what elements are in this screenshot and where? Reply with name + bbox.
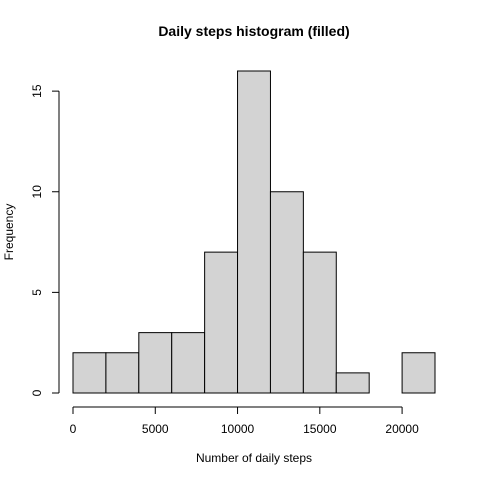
histogram-bar [105,352,140,394]
y-tick-label: 0 [30,389,44,396]
y-tick-label: 10 [30,185,44,199]
histogram-bar [72,352,107,394]
histogram-bar [204,251,239,394]
y-tick-label: 5 [30,289,44,296]
x-tick-label: 0 [70,422,77,436]
histogram-bar [335,372,370,394]
histogram-bar [401,352,436,394]
histogram-bar [237,70,271,394]
x-axis: 0 5000 10000 15000 20000 [70,406,419,436]
x-tick-label: 10000 [221,422,255,436]
x-tick-label: 5000 [142,422,169,436]
histogram-bar [138,332,173,394]
x-tick-label: 15000 [303,422,337,436]
histogram-bar [269,191,304,394]
chart-title: Daily steps histogram (filled) [158,23,349,39]
y-axis-label: Frequency [2,204,16,261]
histogram-bar [302,251,337,394]
y-axis: 0 5 10 15 [30,84,60,396]
bars-group [72,70,436,394]
y-tick-label: 15 [30,84,44,98]
x-tick-label: 20000 [385,422,419,436]
histogram-bar [171,332,206,394]
x-axis-label: Number of daily steps [196,451,312,465]
